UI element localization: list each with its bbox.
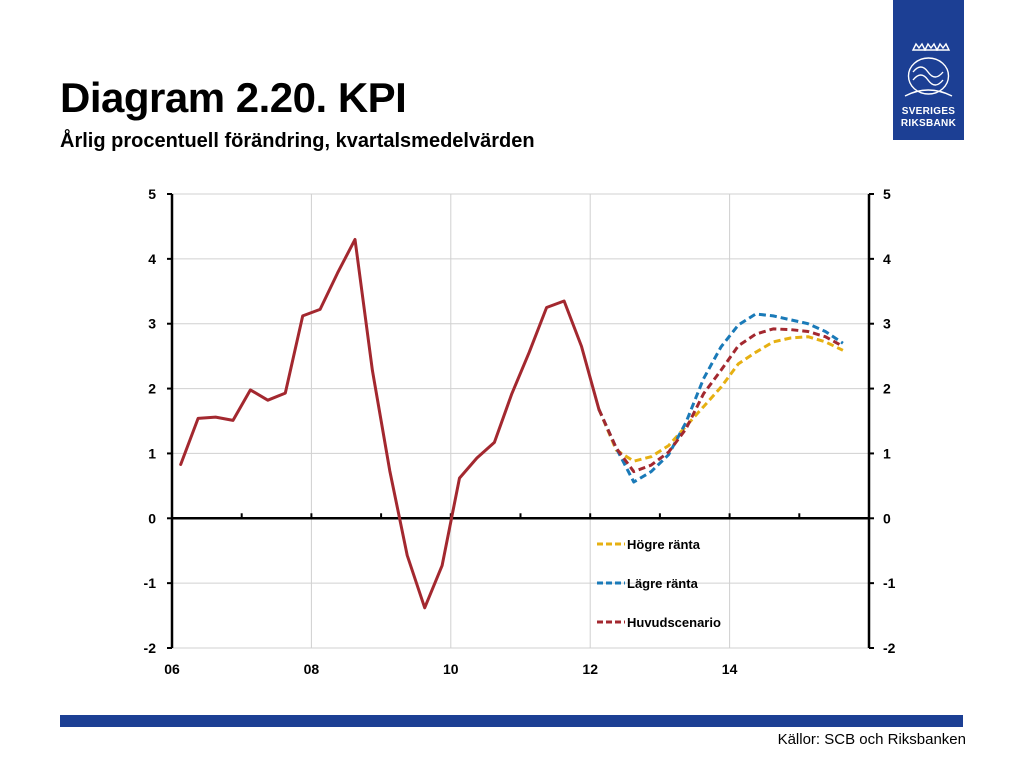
legend: Högre ränta Lägre ränta Huvudscenario (597, 537, 721, 630)
left-y-tick-label: 3 (148, 316, 156, 332)
logo-text: SVERIGES RIKSBANK (893, 106, 964, 130)
x-tick-label: 14 (722, 661, 738, 677)
series-line-outcome (179, 237, 601, 610)
riksbank-logo: SVERIGES RIKSBANK (893, 0, 964, 140)
left-y-tick-label: 5 (148, 186, 156, 202)
x-tick-label: 08 (304, 661, 320, 677)
left-y-tick-label: -2 (144, 640, 157, 656)
right-y-tick-label: 1 (883, 445, 891, 461)
legend-label: Lägre ränta (627, 576, 699, 591)
series-line-forecast (597, 335, 844, 463)
chart-title: Diagram 2.20. KPI (60, 74, 407, 121)
right-y-tick-label: -2 (883, 640, 896, 656)
right-y-tick-label: 5 (883, 186, 891, 202)
series-line-forecast (597, 312, 844, 484)
right-y-tick-label: 4 (883, 251, 891, 267)
right-y-tick-label: -1 (883, 575, 896, 591)
logo-text-line2: RIKSBANK (900, 118, 957, 129)
legend-label: Huvudscenario (627, 615, 721, 630)
x-tick-label: 10 (443, 661, 459, 677)
x-tick-label: 06 (164, 661, 180, 677)
right-y-tick-label: 3 (883, 316, 891, 332)
left-y-tick-label: 4 (148, 251, 156, 267)
right-y-tick-label: 0 (883, 510, 891, 526)
left-y-tick-label: 0 (148, 510, 156, 526)
series-line-forecast (597, 327, 844, 474)
source-note: Källor: SCB och Riksbanken (777, 731, 966, 748)
logo-text-line1: SVERIGES (901, 106, 956, 117)
legend-label: Högre ränta (627, 537, 701, 552)
chart-subtitle: Årlig procentuell förändring, kvartalsme… (60, 130, 535, 152)
left-y-tick-label: 2 (148, 381, 156, 397)
footer-bar (60, 715, 963, 727)
left-y-tick-label: -1 (144, 575, 157, 591)
right-y-tick-label: 2 (883, 381, 891, 397)
left-y-tick-label: 1 (148, 445, 156, 461)
x-tick-label: 12 (582, 661, 598, 677)
crown-emblem-icon (904, 42, 953, 97)
